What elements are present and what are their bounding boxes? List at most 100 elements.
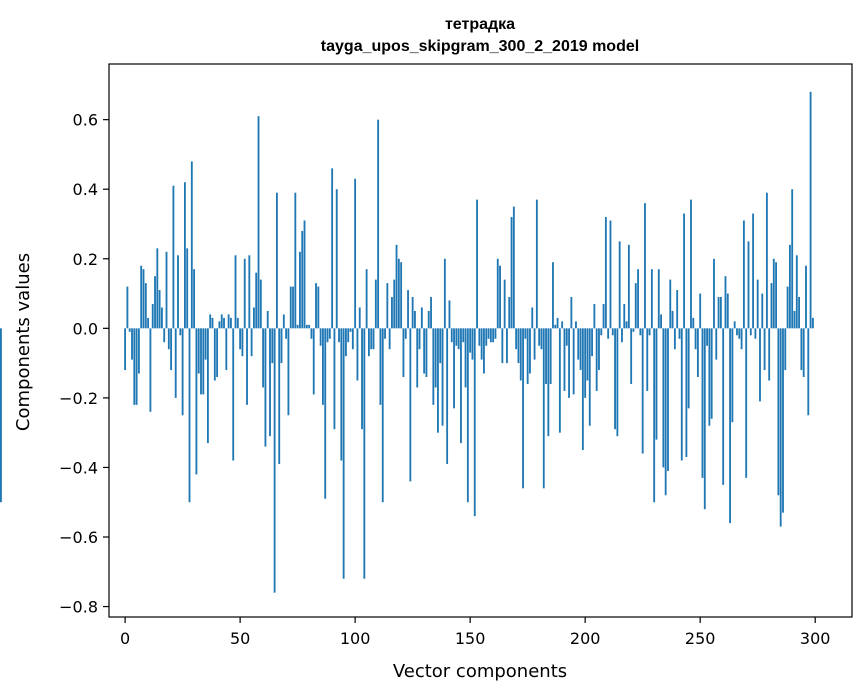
bar-104 xyxy=(363,328,366,579)
bar-242 xyxy=(680,328,683,461)
bar-295 xyxy=(802,328,805,378)
bar-177 xyxy=(531,307,534,329)
bar-27 xyxy=(186,248,189,329)
bar-272 xyxy=(749,328,752,336)
bar-172 xyxy=(519,328,522,381)
bar-211 xyxy=(609,220,612,329)
bar-269 xyxy=(742,220,745,329)
y-tick-label-5: 0.2 xyxy=(73,250,98,269)
bar-237 xyxy=(669,279,672,329)
bar-153 xyxy=(476,199,478,329)
bar-225 xyxy=(641,328,644,454)
x-tick-label-0: 0 xyxy=(120,629,130,648)
bar-138 xyxy=(441,328,444,426)
bar-62 xyxy=(266,310,269,329)
bar-59 xyxy=(259,279,262,329)
bar-120 xyxy=(400,262,403,329)
bar-206 xyxy=(598,328,600,371)
bar-75 xyxy=(296,324,299,329)
bar-63 xyxy=(269,328,271,437)
bar-169 xyxy=(512,206,515,329)
bar-179 xyxy=(535,199,538,329)
bar-281 xyxy=(770,283,773,329)
bar-39 xyxy=(213,328,216,381)
bar-215 xyxy=(618,241,621,329)
bar-262 xyxy=(726,293,729,329)
y-tick-label-4: 0.0 xyxy=(73,319,98,338)
bar-139 xyxy=(443,258,446,329)
bar-196 xyxy=(575,321,577,329)
bar-230 xyxy=(653,328,656,503)
bar-194 xyxy=(570,297,573,329)
bar-187 xyxy=(554,324,557,329)
bar-282 xyxy=(772,258,775,329)
bar-48 xyxy=(234,255,237,329)
bar-114 xyxy=(386,283,389,329)
bar-11 xyxy=(149,328,152,412)
bar-5 xyxy=(135,328,138,405)
bar-222 xyxy=(634,283,637,329)
bar-246 xyxy=(690,199,692,329)
y-axis-ticks: −0.8 −0.6 −0.4 −0.2 0.0 0.2 0.4 0.6 xyxy=(59,111,109,617)
bar-17 xyxy=(163,328,166,343)
bar-270 xyxy=(745,328,748,478)
bar-111 xyxy=(379,328,382,405)
bar-123 xyxy=(407,290,409,329)
bar-41 xyxy=(218,321,221,329)
bar-53 xyxy=(246,328,248,405)
bar-10 xyxy=(147,317,150,329)
bar-142 xyxy=(450,328,453,343)
bar-103 xyxy=(361,328,363,430)
bar-8 xyxy=(142,269,145,329)
bar-127 xyxy=(416,328,419,388)
bar-287 xyxy=(784,328,787,371)
bar-136 xyxy=(437,328,439,433)
bar-77 xyxy=(301,230,304,329)
bar-140 xyxy=(446,328,449,464)
bar-158 xyxy=(487,328,490,339)
bar-7 xyxy=(140,265,143,329)
bar-278 xyxy=(763,328,766,371)
bar-98 xyxy=(349,328,352,332)
bar-165 xyxy=(503,279,506,329)
bar-161 xyxy=(494,328,497,339)
bar-73 xyxy=(292,286,294,329)
y-tick-label-2: −0.4 xyxy=(59,458,98,477)
bar-undefined xyxy=(0,328,2,503)
bar-229 xyxy=(650,269,653,329)
bar-271 xyxy=(747,241,750,329)
bar-210 xyxy=(607,328,610,339)
bar-83 xyxy=(315,283,317,329)
bar-285 xyxy=(779,328,782,527)
bar-29 xyxy=(190,161,193,329)
bar-81 xyxy=(310,328,313,339)
bar-217 xyxy=(623,303,626,329)
bar-0 xyxy=(124,328,127,371)
bar-267 xyxy=(738,328,741,339)
bar-20 xyxy=(170,328,173,371)
bar-228 xyxy=(648,328,651,336)
bar-219 xyxy=(627,244,630,329)
bar-94 xyxy=(340,328,343,461)
x-tick-label-100: 100 xyxy=(340,629,371,648)
bar-84 xyxy=(317,286,320,329)
bar-93 xyxy=(338,328,340,343)
bar-166 xyxy=(506,328,508,364)
bar-214 xyxy=(616,328,619,437)
bar-19 xyxy=(167,328,170,350)
bar-118 xyxy=(395,244,398,329)
bar-95 xyxy=(342,328,345,579)
bar-286 xyxy=(782,328,784,513)
bar-209 xyxy=(604,217,607,329)
bar-232 xyxy=(657,269,660,329)
bar-154 xyxy=(478,328,481,346)
bar-184 xyxy=(547,328,550,437)
bar-144 xyxy=(455,328,458,346)
bar-4 xyxy=(133,328,136,405)
bar-124 xyxy=(409,328,412,482)
bar-38 xyxy=(211,317,214,329)
bar-45 xyxy=(227,314,230,329)
bar-231 xyxy=(655,328,658,440)
bar-128 xyxy=(418,328,421,350)
bar-280 xyxy=(768,328,771,381)
